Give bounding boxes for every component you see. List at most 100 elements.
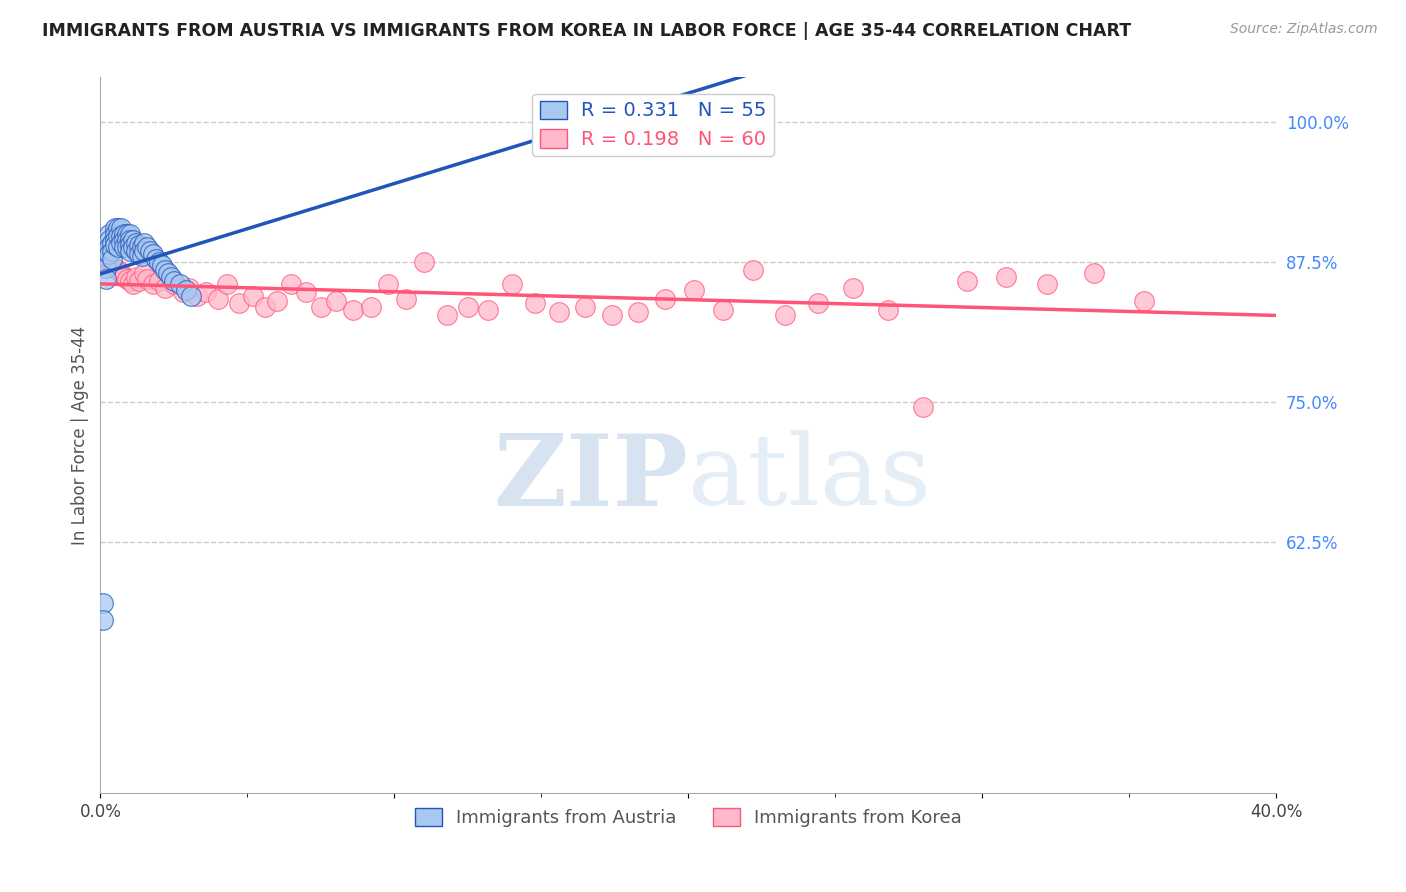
Point xyxy=(107,221,129,235)
Text: Source: ZipAtlas.com: Source: ZipAtlas.com xyxy=(1230,22,1378,37)
Text: IMMIGRANTS FROM AUSTRIA VS IMMIGRANTS FROM KOREA IN LABOR FORCE | AGE 35-44 CORR: IMMIGRANTS FROM AUSTRIA VS IMMIGRANTS FR… xyxy=(42,22,1132,40)
Point xyxy=(110,266,132,280)
Point xyxy=(128,247,150,261)
Text: ZIP: ZIP xyxy=(494,430,688,527)
Point xyxy=(994,269,1017,284)
Point xyxy=(136,272,159,286)
Point xyxy=(548,305,571,319)
Point xyxy=(134,244,156,258)
Point xyxy=(121,233,143,247)
Point xyxy=(101,244,124,258)
Point xyxy=(956,274,979,288)
Point xyxy=(142,277,165,292)
Point xyxy=(115,272,138,286)
Point xyxy=(98,247,121,261)
Point xyxy=(134,235,156,250)
Point xyxy=(128,238,150,252)
Point xyxy=(128,274,150,288)
Point xyxy=(228,296,250,310)
Point xyxy=(107,229,129,244)
Point xyxy=(107,240,129,254)
Point xyxy=(136,240,159,254)
Point xyxy=(139,244,162,258)
Point xyxy=(169,277,191,292)
Point xyxy=(112,269,135,284)
Point xyxy=(104,238,127,252)
Point xyxy=(118,238,141,252)
Point xyxy=(104,233,127,247)
Point xyxy=(172,285,194,300)
Point xyxy=(101,258,124,272)
Point xyxy=(163,277,186,292)
Point xyxy=(501,277,523,292)
Point xyxy=(124,269,146,284)
Point xyxy=(524,296,547,310)
Point xyxy=(342,303,364,318)
Point xyxy=(180,288,202,302)
Point xyxy=(91,596,114,610)
Text: atlas: atlas xyxy=(688,431,931,526)
Point xyxy=(574,300,596,314)
Point xyxy=(842,281,865,295)
Point xyxy=(142,247,165,261)
Point xyxy=(115,227,138,241)
Point xyxy=(98,240,121,254)
Point xyxy=(104,221,127,235)
Point xyxy=(96,249,118,263)
Point xyxy=(412,255,434,269)
Point xyxy=(121,277,143,292)
Point xyxy=(118,274,141,288)
Point xyxy=(115,240,138,254)
Point xyxy=(118,233,141,247)
Point xyxy=(104,260,127,275)
Point xyxy=(654,292,676,306)
Point xyxy=(148,274,170,288)
Point xyxy=(477,303,499,318)
Point xyxy=(177,281,200,295)
Point xyxy=(309,300,332,314)
Point xyxy=(683,283,706,297)
Point xyxy=(395,292,418,306)
Point xyxy=(325,294,347,309)
Point xyxy=(207,292,229,306)
Point xyxy=(91,613,114,627)
Point xyxy=(457,300,479,314)
Point xyxy=(145,252,167,266)
Point xyxy=(124,235,146,250)
Point xyxy=(134,266,156,280)
Point xyxy=(131,249,153,263)
Point xyxy=(912,401,935,415)
Point xyxy=(101,252,124,266)
Point xyxy=(110,221,132,235)
Point xyxy=(118,244,141,258)
Point xyxy=(118,227,141,241)
Point xyxy=(98,233,121,247)
Point xyxy=(156,266,179,280)
Point xyxy=(124,244,146,258)
Point xyxy=(115,233,138,247)
Point xyxy=(1083,266,1105,280)
Point xyxy=(186,288,208,302)
Point xyxy=(600,308,623,322)
Point xyxy=(96,252,118,266)
Point xyxy=(295,285,318,300)
Point xyxy=(110,235,132,250)
Point xyxy=(148,255,170,269)
Point xyxy=(195,285,218,300)
Point xyxy=(110,229,132,244)
Point xyxy=(131,240,153,254)
Point xyxy=(112,240,135,254)
Point xyxy=(280,277,302,292)
Y-axis label: In Labor Force | Age 35-44: In Labor Force | Age 35-44 xyxy=(72,326,89,545)
Point xyxy=(713,303,735,318)
Point xyxy=(98,227,121,241)
Point xyxy=(806,296,828,310)
Legend: Immigrants from Austria, Immigrants from Korea: Immigrants from Austria, Immigrants from… xyxy=(408,801,969,834)
Point xyxy=(104,227,127,241)
Point xyxy=(877,303,900,318)
Point xyxy=(163,274,186,288)
Point xyxy=(1133,294,1156,309)
Point xyxy=(360,300,382,314)
Point xyxy=(215,277,238,292)
Point xyxy=(436,308,458,322)
